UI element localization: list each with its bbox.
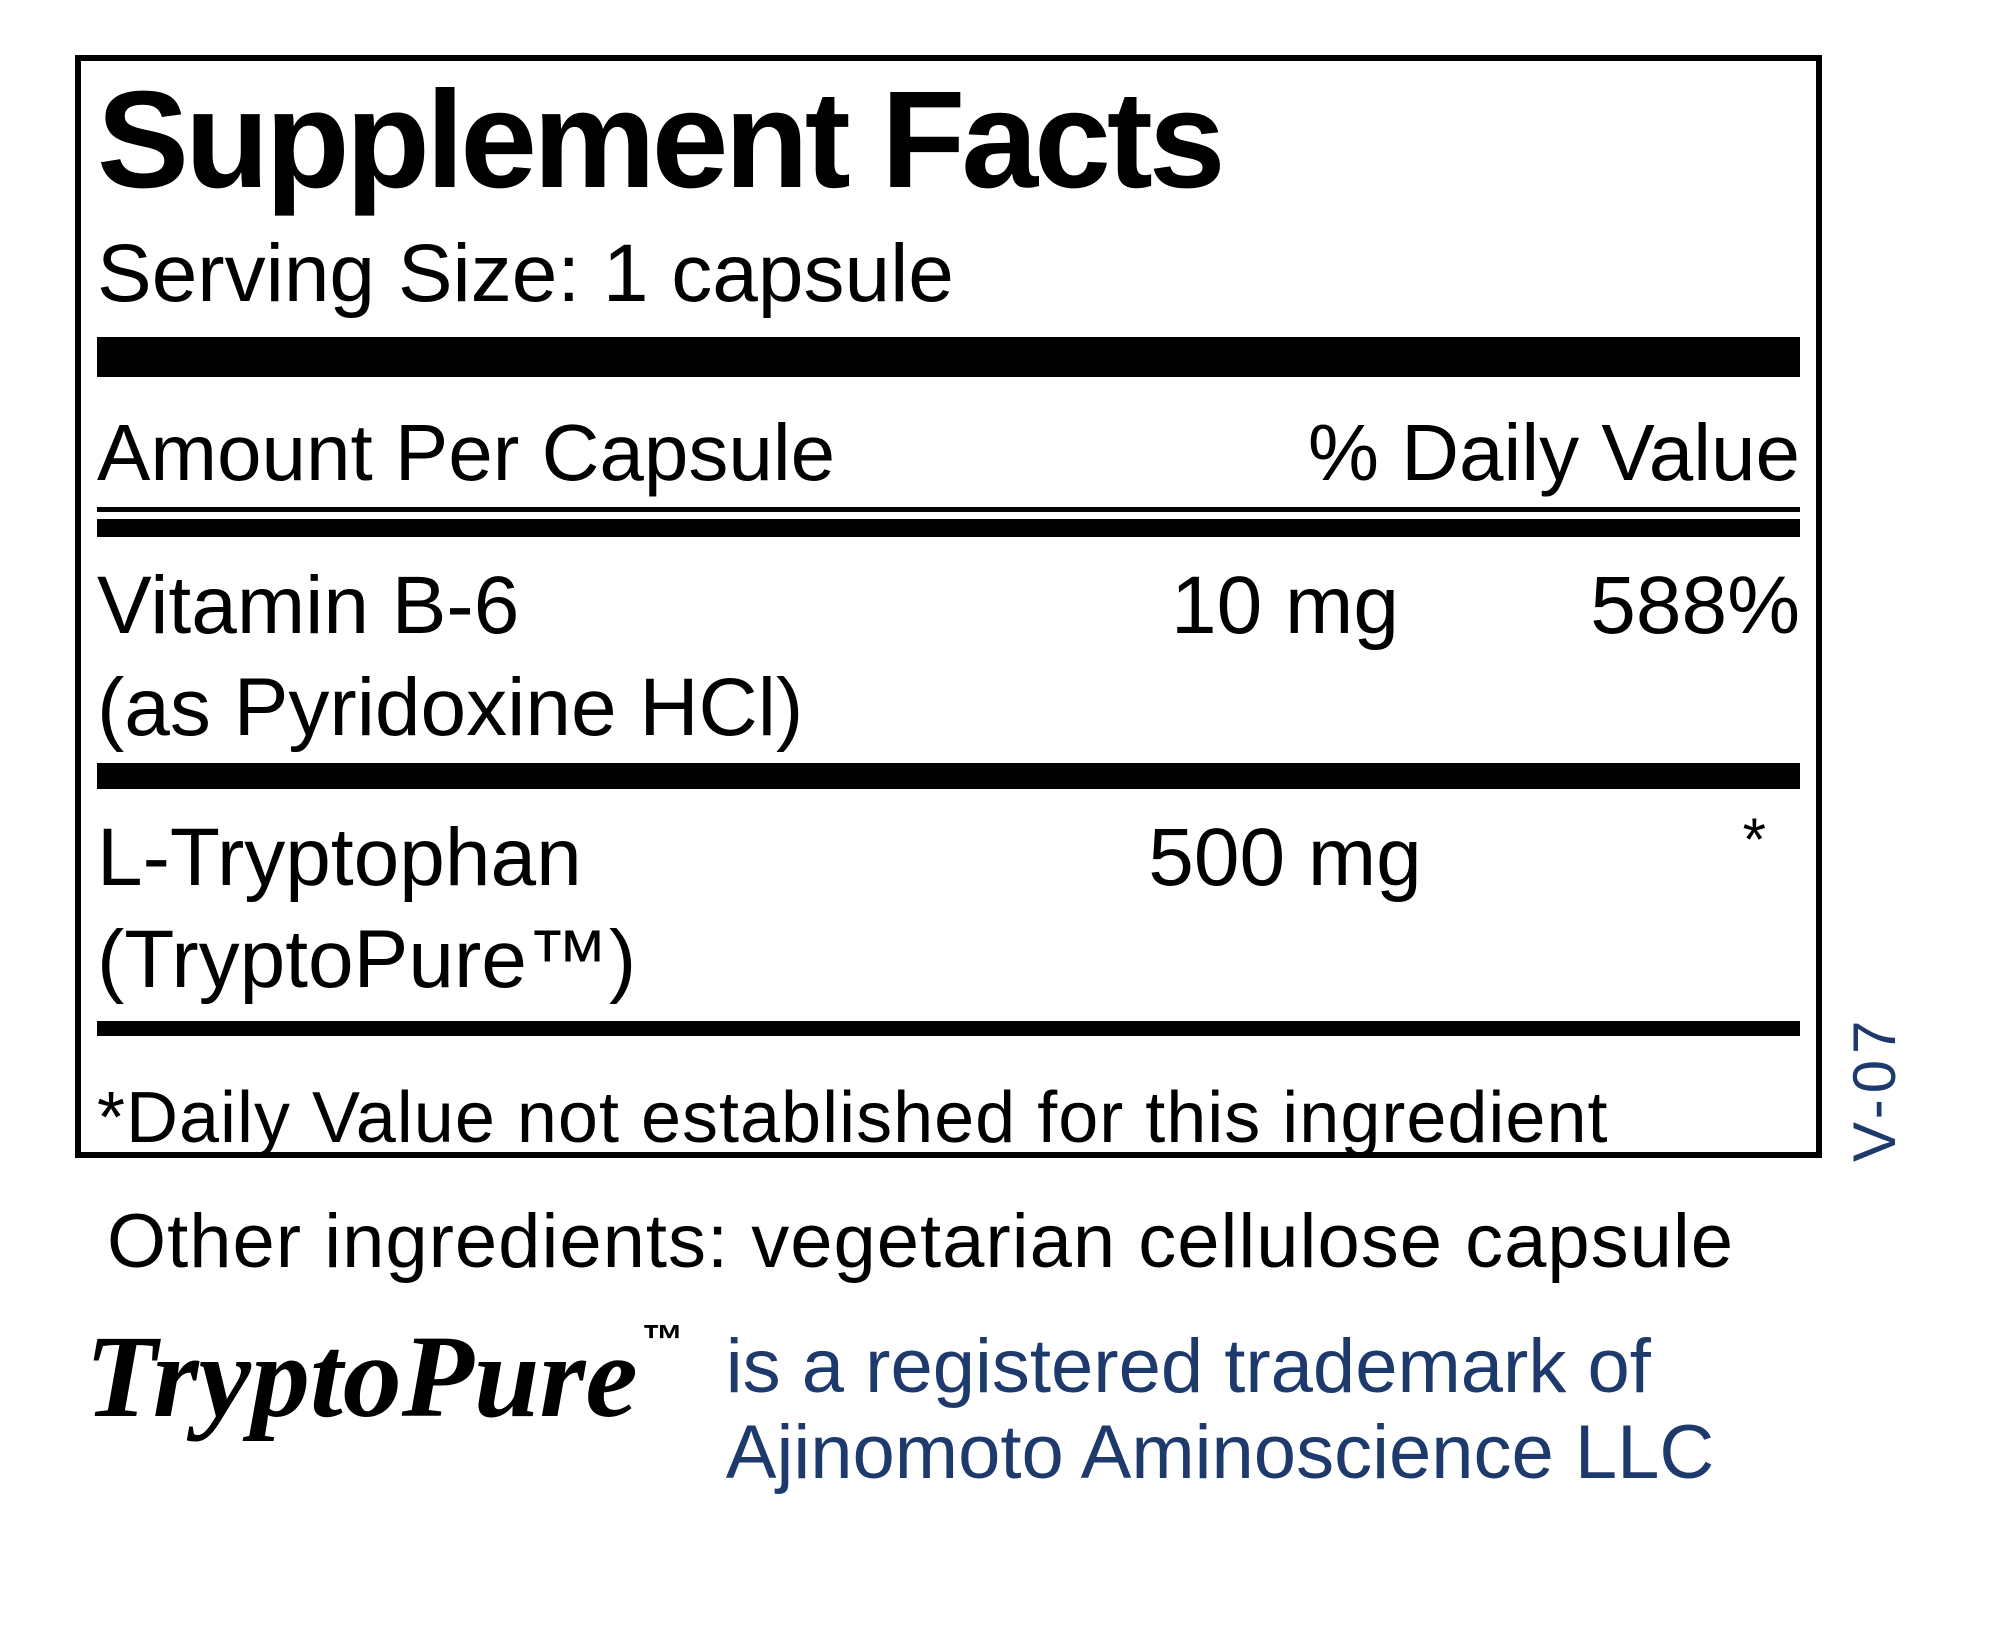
version-code-vertical: V-07 — [1841, 1014, 1908, 1162]
tryptopure-logo-text: TryptoPure — [85, 1311, 638, 1442]
divider-thick-bar — [97, 763, 1800, 789]
divider-thin-rule — [97, 507, 1800, 512]
daily-value-footnote: *Daily Value not established for this in… — [97, 1078, 1609, 1158]
ingredient-name: L-Tryptophan (TryptoPure™) — [97, 807, 1070, 1011]
divider-thick-bar — [97, 337, 1800, 377]
tryptopure-logo: TryptoPure™ — [85, 1318, 684, 1436]
ingredient-name-line1: Vitamin B-6 — [97, 560, 520, 651]
other-ingredients-text: Other ingredients: vegetarian cellulose … — [107, 1199, 1735, 1284]
ingredient-row-l-tryptophan: L-Tryptophan (TryptoPure™) 500 mg * — [97, 807, 1800, 1011]
ingredient-name-line2: (as Pyridoxine HCl) — [97, 662, 804, 753]
ingredient-name-line2: (TryptoPure™) — [97, 914, 637, 1005]
ingredient-amount: 500 mg — [1148, 812, 1422, 903]
supplement-facts-panel: Supplement Facts Serving Size: 1 capsule… — [75, 55, 1822, 1158]
trademark-note-line1: is a registered trademark of — [725, 1324, 1651, 1409]
ingredient-name-line1: L-Tryptophan — [97, 812, 582, 903]
amount-column-header: Amount Per Capsule — [97, 408, 836, 497]
column-header-row: Amount Per Capsule % Daily Value — [97, 413, 1800, 493]
ingredient-daily-value: 588% — [1590, 560, 1800, 651]
daily-value-column-header: % Daily Value — [1307, 408, 1800, 497]
ingredient-daily-value-asterisk: * — [1742, 806, 1766, 873]
trademark-attribution: TryptoPure™ is a registered trademark of… — [85, 1318, 1714, 1496]
serving-size-text: Serving Size: 1 capsule — [97, 228, 954, 319]
ingredient-name: Vitamin B-6 (as Pyridoxine HCl) — [97, 555, 1070, 759]
divider-thin-bar — [97, 1021, 1800, 1036]
divider-medium-bar — [97, 519, 1800, 537]
ingredient-amount: 10 mg — [1171, 560, 1399, 651]
ingredient-row-vitamin-b6: Vitamin B-6 (as Pyridoxine HCl) 10 mg 58… — [97, 555, 1800, 759]
trademark-note-line2: Ajinomoto Aminoscience LLC — [725, 1410, 1715, 1495]
trademark-note: is a registered trademark of Ajinomoto A… — [726, 1318, 1715, 1496]
trademark-symbol: ™ — [641, 1316, 684, 1363]
panel-title: Supplement Facts — [97, 63, 1226, 217]
